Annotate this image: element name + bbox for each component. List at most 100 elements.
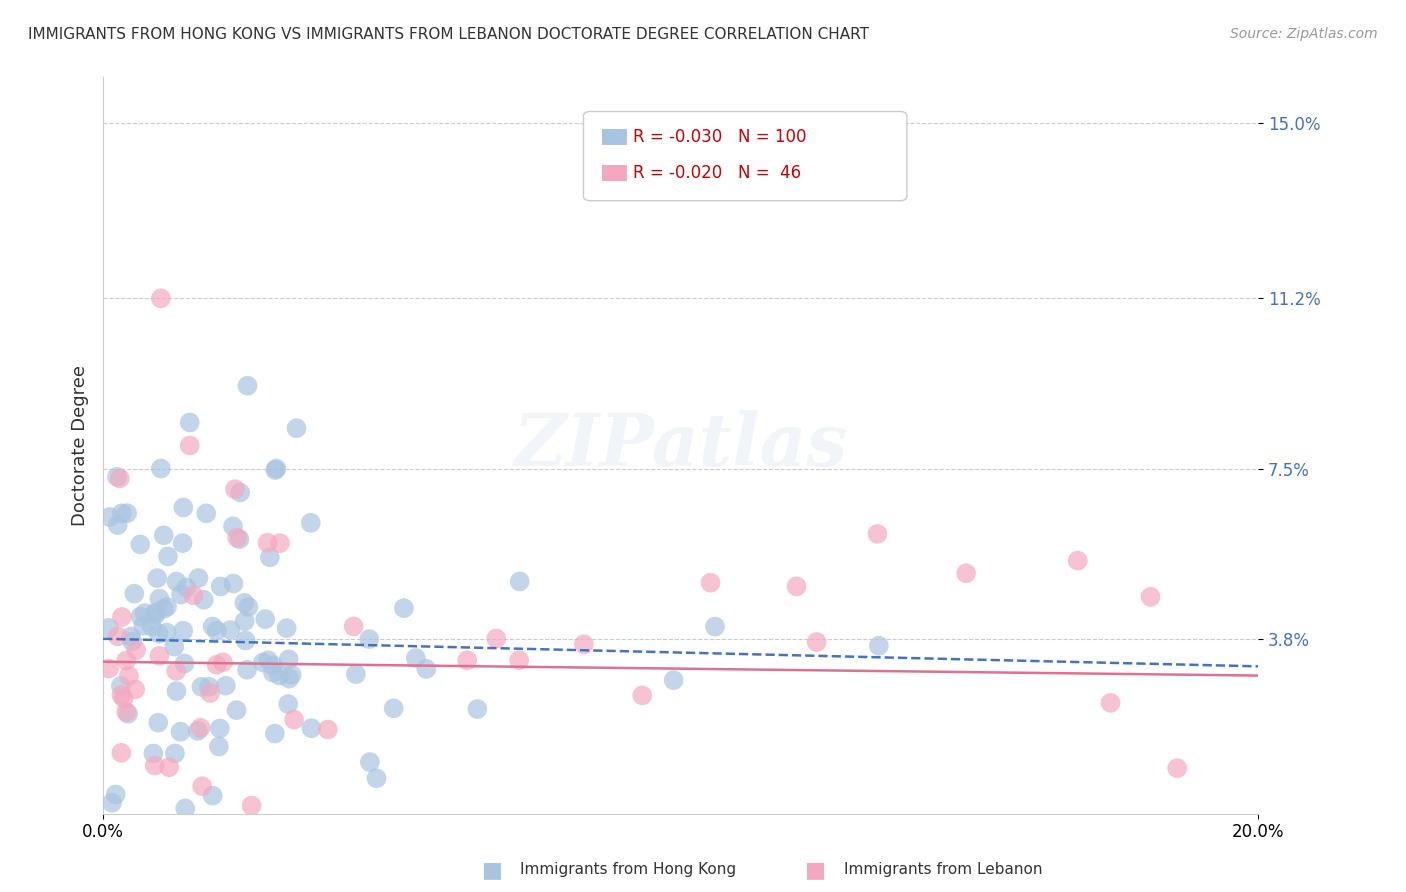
Point <box>110 746 132 760</box>
Point <box>111 610 134 624</box>
Point <box>228 532 250 546</box>
Point <box>174 801 197 815</box>
Point <box>209 579 232 593</box>
Point <box>868 639 890 653</box>
Point <box>276 621 298 635</box>
Point <box>229 485 252 500</box>
Point <box>256 535 278 549</box>
Point <box>173 657 195 671</box>
Point <box>145 606 167 620</box>
Point <box>156 625 179 640</box>
Point <box>156 549 179 564</box>
Point <box>299 721 322 735</box>
Point <box>198 686 221 700</box>
Point <box>165 574 187 589</box>
Point <box>101 796 124 810</box>
Point <box>110 679 132 693</box>
Point <box>141 619 163 633</box>
Point <box>1166 761 1188 775</box>
Point <box>235 633 257 648</box>
Point <box>269 668 291 682</box>
Point <box>146 571 169 585</box>
Point <box>226 531 249 545</box>
Point <box>806 635 828 649</box>
Point <box>172 536 194 550</box>
Point <box>208 722 231 736</box>
Point <box>198 680 221 694</box>
Point <box>148 626 170 640</box>
Point <box>343 619 366 633</box>
Point <box>115 506 138 520</box>
Point <box>193 592 215 607</box>
Point <box>278 672 301 686</box>
Point <box>179 416 201 430</box>
Point <box>176 581 198 595</box>
Point <box>224 482 246 496</box>
Point <box>344 667 367 681</box>
Point <box>257 653 280 667</box>
Point <box>148 591 170 606</box>
Point <box>98 510 121 524</box>
Point <box>107 629 129 643</box>
Point <box>283 713 305 727</box>
Point <box>359 755 381 769</box>
Point <box>215 679 238 693</box>
Point <box>509 574 531 589</box>
Point <box>205 657 228 672</box>
Point <box>163 640 186 654</box>
Point <box>145 607 167 622</box>
Point <box>704 619 727 633</box>
Point <box>205 624 228 638</box>
Point <box>201 789 224 803</box>
Point <box>118 669 141 683</box>
Point <box>132 619 155 633</box>
Point <box>120 630 142 644</box>
Point <box>148 648 170 663</box>
Point <box>366 771 388 785</box>
Point <box>172 624 194 638</box>
Text: Source: ZipAtlas.com: Source: ZipAtlas.com <box>1230 27 1378 41</box>
Point <box>165 684 187 698</box>
Text: ■: ■ <box>482 860 502 880</box>
Point <box>190 721 212 735</box>
Text: R = -0.030   N = 100: R = -0.030 N = 100 <box>633 128 806 146</box>
Point <box>236 663 259 677</box>
Point <box>104 788 127 802</box>
Point <box>97 662 120 676</box>
Point <box>149 291 172 305</box>
Point <box>105 470 128 484</box>
Text: ZIPatlas: ZIPatlas <box>513 410 848 481</box>
Point <box>786 579 808 593</box>
Point <box>240 798 263 813</box>
Point <box>172 500 194 515</box>
Point <box>277 652 299 666</box>
Point <box>195 506 218 520</box>
Point <box>111 507 134 521</box>
Point <box>107 518 129 533</box>
Point <box>112 691 135 706</box>
Point <box>316 723 339 737</box>
Point <box>208 739 231 754</box>
Point <box>1099 696 1122 710</box>
Point <box>392 601 415 615</box>
Point <box>179 438 201 452</box>
Point <box>156 599 179 614</box>
Point <box>121 634 143 648</box>
Point <box>1067 553 1090 567</box>
Point <box>169 724 191 739</box>
Point <box>163 747 186 761</box>
Point <box>187 723 209 738</box>
Text: R = -0.020   N =  46: R = -0.020 N = 46 <box>633 164 801 182</box>
Point <box>117 706 139 721</box>
Point <box>170 588 193 602</box>
Point <box>115 653 138 667</box>
Point <box>134 606 156 620</box>
Point <box>266 461 288 475</box>
Point <box>233 596 256 610</box>
Point <box>143 758 166 772</box>
Point <box>238 599 260 614</box>
Point <box>222 519 245 533</box>
Point <box>124 682 146 697</box>
Point <box>219 623 242 637</box>
Text: ■: ■ <box>806 860 825 880</box>
